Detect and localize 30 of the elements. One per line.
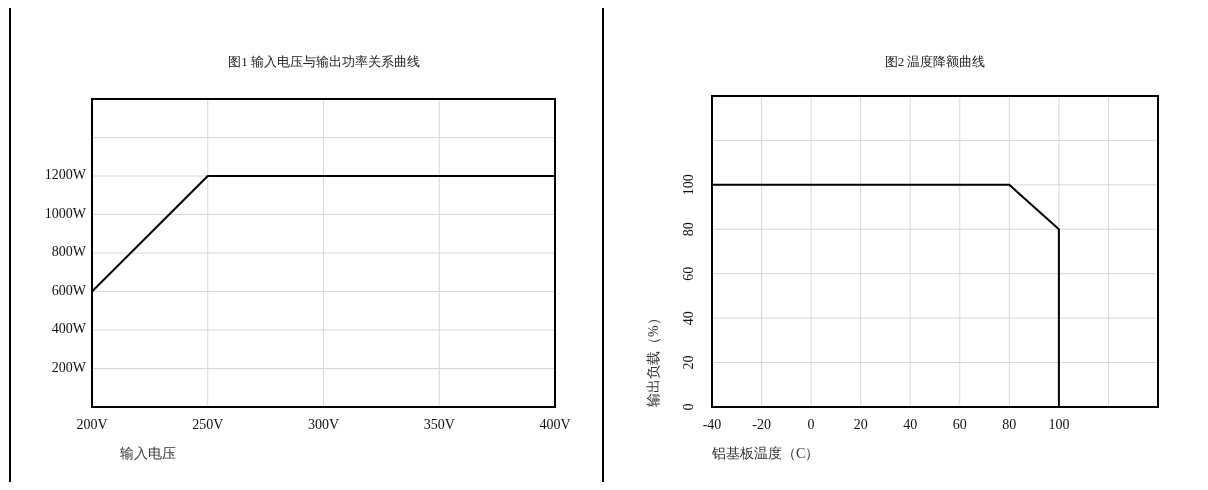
y-tick-label: 800W bbox=[51, 244, 87, 260]
chart-title: 图1 输入电压与输出功率关系曲线 bbox=[228, 54, 420, 69]
y-tick-label: 400W bbox=[51, 321, 87, 337]
y-tick-label: 1000W bbox=[44, 205, 87, 221]
x-tick-label: 350V bbox=[423, 417, 455, 432]
y-tick-label: 100 bbox=[681, 174, 697, 196]
y-tick-label: 1200W bbox=[44, 167, 87, 183]
x-tick-label: 250V bbox=[192, 417, 224, 432]
x-axis-title: 铝基板温度（C） bbox=[711, 446, 820, 461]
x-tick-label: -20 bbox=[752, 417, 771, 432]
x-tick-label: 0 bbox=[807, 417, 815, 432]
x-tick-label: -40 bbox=[702, 417, 722, 432]
x-axis-title: 输入电压 bbox=[120, 446, 176, 461]
x-tick-label: 80 bbox=[1002, 417, 1017, 432]
y-tick-label: 200W bbox=[51, 359, 87, 375]
y-tick-label: 60 bbox=[681, 266, 697, 281]
x-tick-label: 60 bbox=[952, 417, 967, 432]
y-tick-label: 0 bbox=[681, 403, 697, 411]
x-tick-label: 20 bbox=[853, 417, 868, 432]
y-tick-label: 600W bbox=[51, 282, 87, 298]
x-tick-label: 400V bbox=[539, 417, 571, 432]
x-tick-label: 100 bbox=[1048, 417, 1070, 432]
y-tick-label: 20 bbox=[681, 355, 697, 370]
y-tick-label: 80 bbox=[681, 222, 697, 237]
y-tick-label: 40 bbox=[681, 311, 697, 326]
x-tick-label: 40 bbox=[903, 417, 918, 432]
x-tick-label: 300V bbox=[307, 417, 340, 432]
y-axis-title: 输出负载（%） bbox=[646, 311, 662, 407]
chart-title: 图2 温度降额曲线 bbox=[884, 54, 986, 69]
x-tick-label: 200V bbox=[76, 417, 108, 432]
